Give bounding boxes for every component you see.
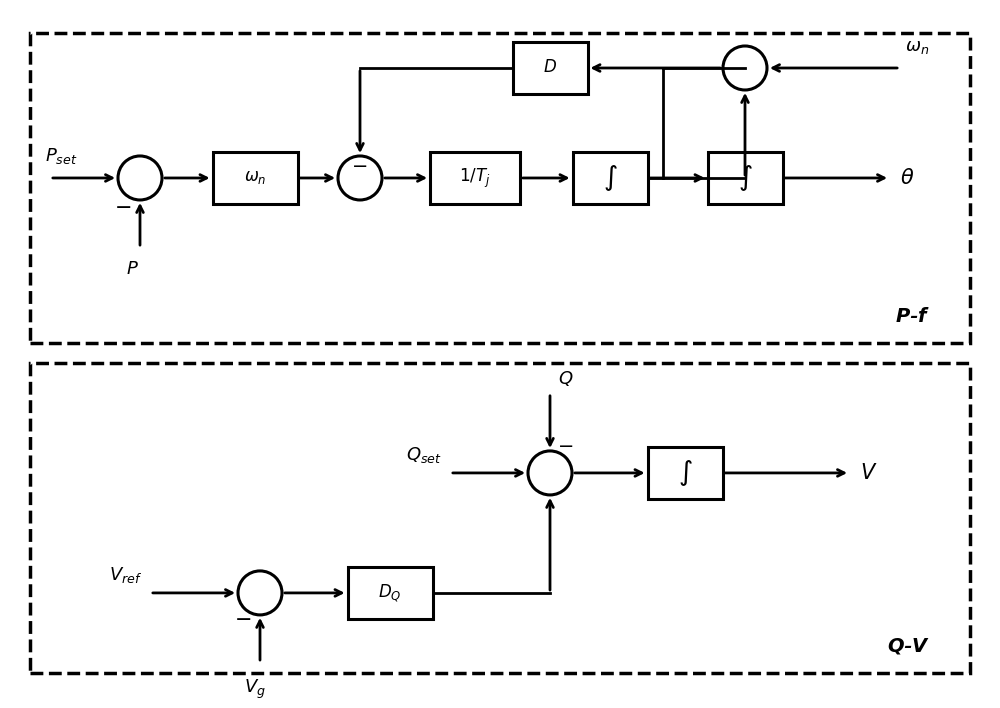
Bar — [572, 152, 648, 204]
Bar — [212, 152, 298, 204]
Text: $-$: $-$ — [351, 156, 367, 174]
Text: $V_{ref}$: $V_{ref}$ — [109, 565, 142, 585]
Text: $-$: $-$ — [557, 435, 573, 455]
Bar — [30, 33, 970, 343]
Text: $P$: $P$ — [126, 260, 138, 278]
Bar — [648, 447, 722, 499]
Text: $\omega_n$: $\omega_n$ — [905, 38, 929, 56]
Bar — [30, 363, 970, 673]
Text: $\bfit{P}$-$\bfit{f}$: $\bfit{P}$-$\bfit{f}$ — [895, 307, 930, 326]
Text: $\int$: $\int$ — [738, 163, 752, 193]
Text: $D$: $D$ — [543, 59, 557, 76]
Text: $Q$: $Q$ — [558, 369, 573, 388]
Text: $D_Q$: $D_Q$ — [378, 582, 402, 604]
Text: $Q_{set}$: $Q_{set}$ — [406, 445, 442, 465]
Text: $\int$: $\int$ — [603, 163, 617, 193]
Text: $-$: $-$ — [234, 608, 252, 628]
Bar — [512, 42, 588, 94]
Text: $P_{set}$: $P_{set}$ — [45, 146, 78, 166]
Bar — [708, 152, 782, 204]
Text: $\theta$: $\theta$ — [900, 168, 914, 188]
Text: $\int$: $\int$ — [678, 458, 692, 488]
Bar — [348, 567, 432, 619]
Text: $V_g$: $V_g$ — [244, 678, 266, 701]
Text: $1/T_j$: $1/T_j$ — [459, 166, 491, 190]
Text: $\bfit{Q}$-$\bfit{V}$: $\bfit{Q}$-$\bfit{V}$ — [887, 636, 930, 656]
Text: $-$: $-$ — [114, 196, 132, 216]
Text: $V$: $V$ — [860, 463, 878, 483]
Bar — [430, 152, 520, 204]
Text: $\omega_n$: $\omega_n$ — [244, 169, 266, 186]
